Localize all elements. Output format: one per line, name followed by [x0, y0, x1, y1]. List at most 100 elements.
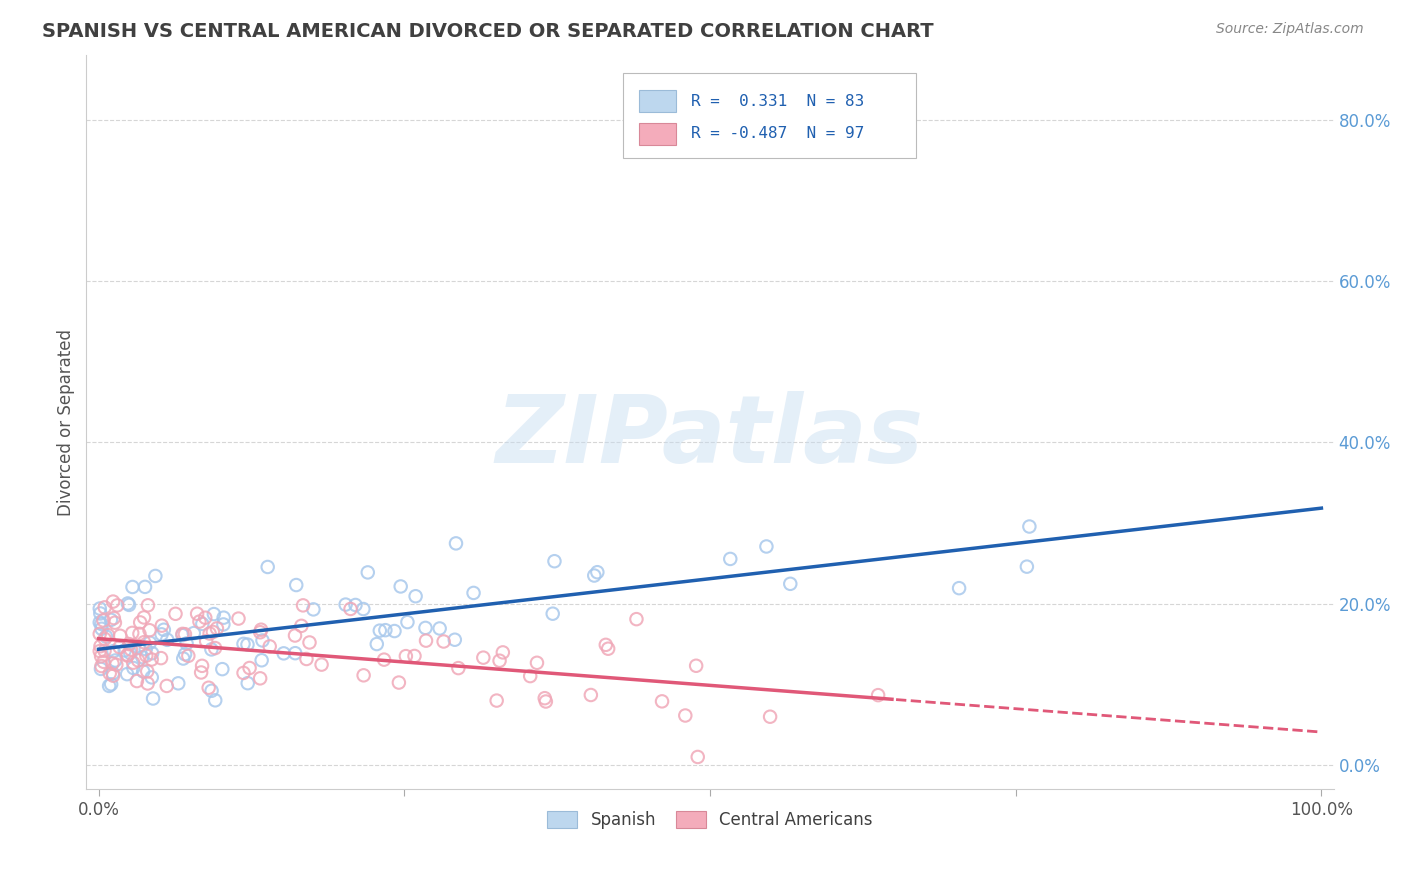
Point: [250, 653, 273, 667]
Point: [232, 665, 254, 680]
Point: [191, 658, 214, 673]
Point: [447, 661, 470, 675]
Point: [239, 661, 262, 675]
Point: [150, 627, 173, 641]
Point: [97, 628, 120, 642]
Point: [249, 625, 271, 640]
Point: [101, 594, 124, 608]
Point: [204, 641, 226, 656]
Point: [190, 665, 212, 680]
Point: [117, 648, 139, 663]
Point: [526, 656, 548, 670]
Point: [197, 681, 219, 695]
Point: [90, 616, 112, 631]
Point: [492, 645, 515, 659]
Point: [150, 618, 173, 632]
Point: [212, 617, 235, 632]
Point: [396, 615, 419, 629]
Point: [868, 688, 890, 702]
Point: [93, 614, 115, 628]
Point: [156, 679, 179, 693]
Point: [295, 652, 318, 666]
Point: [186, 607, 208, 621]
Point: [311, 657, 333, 672]
Point: [122, 656, 145, 670]
Bar: [638, 90, 676, 112]
Point: [586, 565, 609, 579]
Point: [93, 644, 115, 658]
Point: [236, 676, 259, 690]
Point: [202, 607, 225, 621]
Point: [194, 611, 217, 625]
Point: [174, 627, 197, 641]
Point: [156, 632, 179, 647]
Point: [395, 649, 418, 664]
Point: [104, 653, 127, 667]
Point: [368, 624, 391, 638]
Point: [211, 662, 233, 676]
Point: [232, 637, 254, 651]
Point: [183, 626, 205, 640]
Point: [285, 578, 308, 592]
Point: [90, 662, 112, 676]
Point: [94, 630, 117, 644]
Point: [117, 648, 139, 662]
Point: [200, 642, 222, 657]
Point: [101, 668, 124, 682]
Text: R = -0.487  N = 97: R = -0.487 N = 97: [692, 126, 865, 141]
Point: [201, 624, 224, 639]
Point: [443, 632, 465, 647]
Point: [284, 646, 307, 660]
Point: [685, 658, 707, 673]
Point: [292, 599, 315, 613]
Point: [90, 622, 112, 636]
Point: [595, 638, 617, 652]
Point: [93, 600, 115, 615]
Point: [373, 653, 395, 667]
Point: [117, 597, 139, 611]
Point: [89, 639, 111, 653]
Point: [212, 610, 235, 624]
Point: [204, 693, 226, 707]
Point: [172, 627, 194, 641]
Point: [249, 671, 271, 685]
Point: [138, 624, 160, 638]
Point: [519, 669, 541, 683]
Point: [948, 581, 970, 595]
Point: [463, 586, 485, 600]
Point: [533, 691, 555, 706]
Point: [153, 623, 176, 637]
Point: [598, 641, 620, 656]
Point: [100, 613, 122, 627]
Point: [176, 636, 198, 650]
Point: [429, 622, 451, 636]
Point: [472, 650, 495, 665]
Point: [236, 638, 259, 652]
Point: [105, 599, 128, 613]
Point: [259, 640, 281, 654]
Point: [384, 624, 406, 638]
Point: [433, 634, 456, 648]
Point: [101, 666, 124, 681]
Point: [118, 598, 141, 612]
Point: [136, 599, 159, 613]
Point: [94, 632, 117, 646]
Point: [172, 628, 194, 642]
Point: [127, 653, 149, 667]
Point: [1015, 559, 1038, 574]
Point: [534, 694, 557, 708]
Point: [191, 616, 214, 631]
Point: [167, 676, 190, 690]
Point: [579, 688, 602, 702]
Point: [98, 679, 121, 693]
Point: [121, 580, 143, 594]
Point: [125, 674, 148, 689]
Point: [273, 646, 295, 660]
Point: [90, 659, 112, 673]
Point: [122, 661, 145, 675]
Point: [200, 683, 222, 698]
Point: [89, 607, 111, 621]
Point: [366, 637, 388, 651]
Legend: Spanish, Central Americans: Spanish, Central Americans: [540, 805, 880, 836]
Point: [141, 670, 163, 684]
